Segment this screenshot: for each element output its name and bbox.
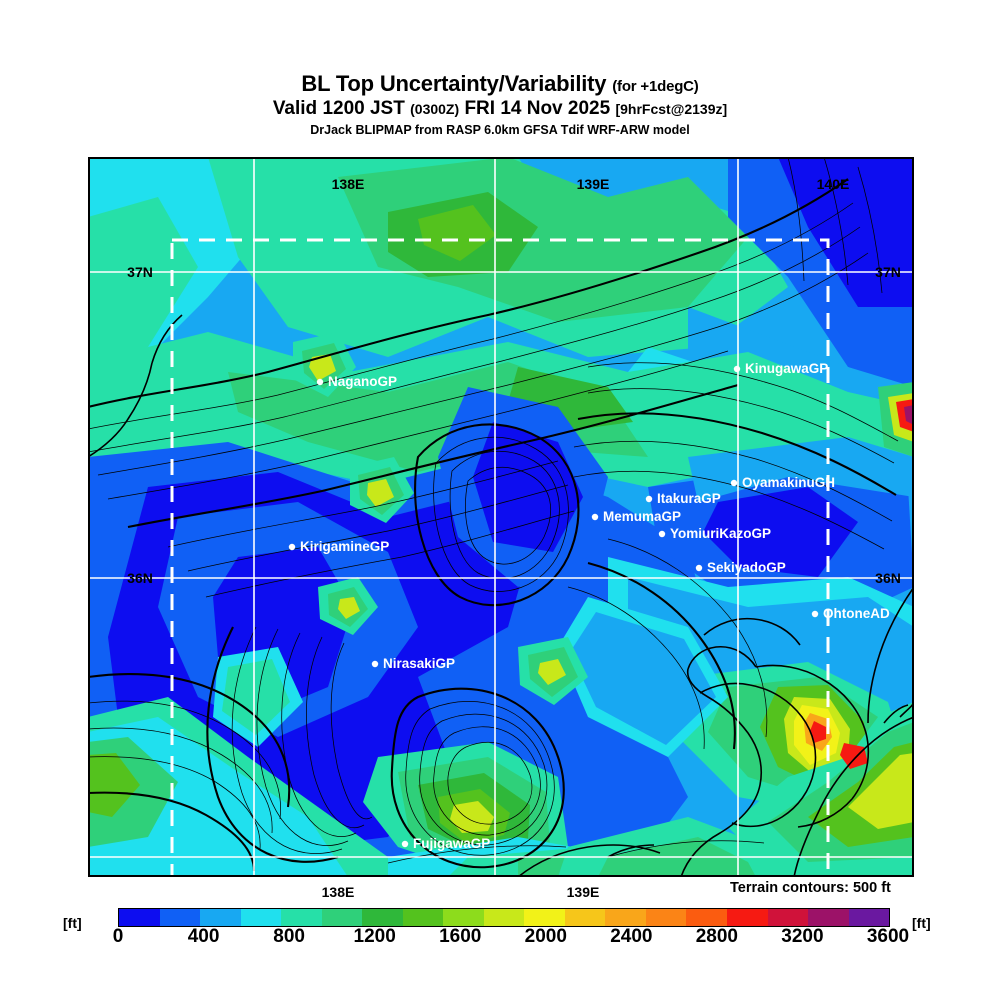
weather-map-svg[interactable]: 138E 139E 140E 138E 139E 37N 37N 36N 36N Nagan… (88, 157, 914, 900)
colorbar-tick: 400 (187, 926, 220, 947)
colorbar-swatch (281, 909, 322, 926)
station-label[interactable]: SekiyadoGP (707, 560, 786, 575)
page-title: BL Top Uncertainty/Variability (for +1de… (0, 72, 1000, 95)
lon-label-top: 139E (577, 176, 610, 192)
colorbar-swatch (686, 909, 727, 926)
station-dot[interactable] (695, 564, 703, 572)
colorbar-swatch (362, 909, 403, 926)
lat-label-left: 36N (127, 570, 153, 586)
colorbar-swatch (726, 909, 768, 926)
station-dot[interactable] (316, 378, 324, 386)
colorbar-swatch (119, 909, 160, 926)
colorbar-tick: 1200 (353, 926, 396, 947)
lon-label-top: 138E (332, 176, 365, 192)
colorbar-swatch (159, 909, 201, 926)
station-label[interactable]: FujigawaGP (413, 836, 490, 851)
lon-label-top: 140E (817, 176, 850, 192)
title-main-text: BL Top Uncertainty/Variability (301, 71, 607, 96)
station-label[interactable]: MemumaGP (603, 509, 681, 524)
valid-date: FRI 14 Nov 2025 (464, 98, 611, 120)
colorbar-swatch (605, 909, 646, 926)
station-markers[interactable]: NaganoGP KinugawaGP OyamakinuGH ItakuraGP Me… (288, 361, 890, 851)
colorbar-swatch (524, 909, 565, 926)
map-border (88, 157, 914, 877)
colorbar-swatch (200, 909, 241, 926)
station-label[interactable]: NirasakiGP (383, 656, 455, 671)
station-label[interactable]: OhtoneAD (823, 606, 890, 621)
colorbar-tick: 2000 (524, 926, 567, 947)
colorbar-swatch (808, 909, 849, 926)
coastlines (88, 314, 914, 877)
forecast-stamp: [9hrFcst@2139z] (615, 101, 728, 118)
station-dot[interactable] (591, 513, 599, 521)
colorbar-swatch (564, 909, 606, 926)
colorbar-row: [ft] [ft] 0 400 800 1200 1600 2000 2400 2800 320… (0, 905, 1000, 955)
lat-label-left: 37N (127, 264, 153, 280)
colorbar-swatches (118, 908, 890, 927)
station-label[interactable]: KirigamineGP (300, 539, 389, 554)
station-label[interactable]: ItakuraGP (657, 491, 721, 506)
station-dot[interactable] (645, 495, 653, 503)
colorbar-swatch (240, 909, 282, 926)
station-label[interactable]: KinugawaGP (745, 361, 828, 376)
colorbar-swatch (848, 909, 890, 926)
colorbar-tick: 2400 (610, 926, 653, 947)
colorbar-tick: 0 (112, 926, 124, 947)
lat-labels: 37N 37N 36N 36N (127, 264, 901, 586)
station-dot[interactable] (371, 660, 379, 668)
colorbar-swatch (645, 909, 687, 926)
colorbar-tick: 800 (273, 926, 305, 947)
valid-time: Valid 1200 JST (272, 98, 405, 120)
colorbar-unit-right: [ft] (912, 915, 931, 931)
lat-lon-grid (88, 157, 914, 877)
lon-labels-top: 138E 139E 140E (332, 176, 850, 192)
station-dot[interactable] (401, 840, 409, 848)
lat-label-right: 37N (875, 264, 901, 280)
station-label[interactable]: YomiuriKazoGP (670, 526, 771, 541)
station-label[interactable]: NaganoGP (328, 374, 397, 389)
model-subtitle: DrJack BLIPMAP from RASP 6.0km GFSA Tdif… (310, 123, 690, 138)
filled-contour-field (88, 157, 914, 877)
colorbar-unit-left: [ft] (63, 915, 82, 931)
station-dot[interactable] (730, 479, 738, 487)
colorbar-swatch (767, 909, 809, 926)
station-label[interactable]: OyamakinuGH (742, 475, 835, 490)
colorbar-swatch (321, 909, 363, 926)
lon-label-bottom: 138E (322, 884, 355, 900)
colorbar-tick: 1600 (439, 926, 482, 947)
colorbar-swatch (443, 909, 484, 926)
station-dot[interactable] (658, 530, 666, 538)
colorbar-tick: 3200 (781, 926, 824, 947)
colorbar-swatch (402, 909, 444, 926)
lon-labels-bottom: 138E 139E (322, 884, 600, 900)
valid-utc: (0300Z) (410, 101, 460, 118)
title-block: BL Top Uncertainty/Variability (for +1de… (0, 0, 1000, 137)
colorbar-swatch (483, 909, 525, 926)
colorbar-tick: 3600 (866, 926, 910, 947)
lon-label-bottom: 139E (567, 884, 600, 900)
station-dot[interactable] (811, 610, 819, 618)
title-main-suffix: (for +1degC) (612, 78, 699, 95)
subdomain-box (170, 238, 830, 877)
station-dot[interactable] (733, 365, 741, 373)
title-valid-line: Valid 1200 JST (0300Z) FRI 14 Nov 2025 [… (0, 99, 1000, 119)
colorbar-tick: 2800 (695, 926, 739, 947)
map-canvas[interactable]: 138E 139E 140E 138E 139E 37N 37N 36N 36N Nagan… (88, 157, 914, 900)
station-dot[interactable] (288, 543, 296, 551)
colorbar-tick-labels: 0 400 800 1200 1600 2000 2400 2800 3200 3600 (113, 926, 909, 950)
terrain-contour-note: Terrain contours: 500 ft (730, 880, 891, 896)
terrain-contours (88, 157, 899, 872)
lat-label-right: 36N (875, 570, 901, 586)
